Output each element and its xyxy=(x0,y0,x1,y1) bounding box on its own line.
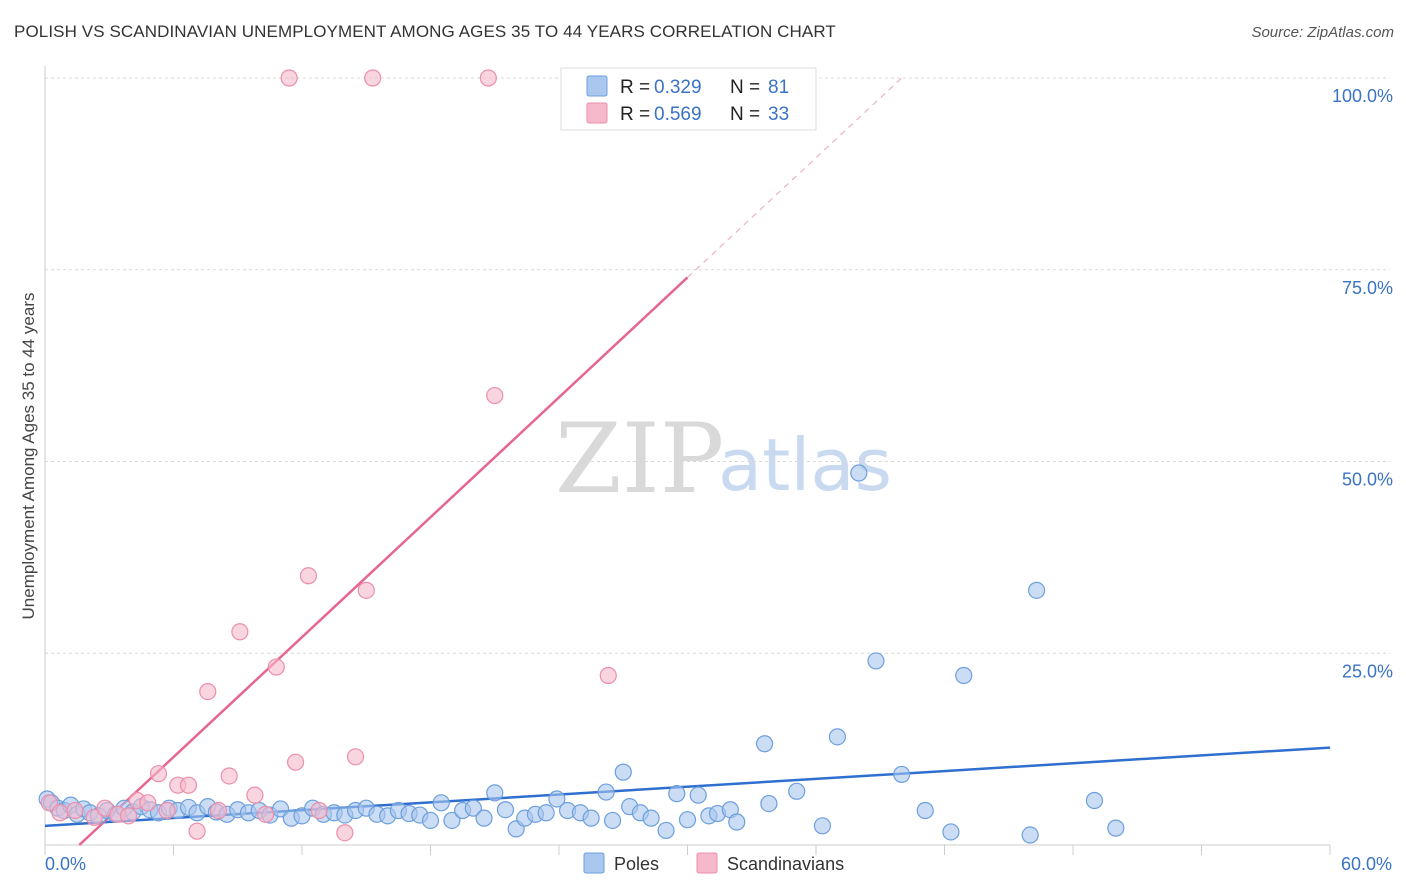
point-scandinavians xyxy=(119,807,138,825)
point-scandinavians xyxy=(220,767,238,785)
point-poles xyxy=(689,786,707,804)
point-poles xyxy=(955,666,973,685)
point-poles xyxy=(850,464,868,482)
point-scandinavians xyxy=(346,748,365,766)
point-poles xyxy=(582,809,600,827)
point-scandinavians xyxy=(179,776,198,794)
y-tick-label: 100.0% xyxy=(1332,86,1393,106)
point-scandinavians xyxy=(40,794,58,812)
point-scandinavians xyxy=(199,682,217,701)
point-poles xyxy=(614,763,632,781)
legend-n-label-scandinavians: N = xyxy=(730,104,760,125)
point-scandinavians xyxy=(139,794,157,812)
point-scandinavians xyxy=(336,824,354,842)
point-poles xyxy=(760,794,778,813)
bottom-legend-swatch-scandinavians xyxy=(696,852,718,874)
point-poles xyxy=(916,801,934,820)
trend-line-scandinavians xyxy=(78,276,689,846)
point-poles xyxy=(828,728,847,746)
legend-swatch-poles xyxy=(586,75,608,97)
legend-n-value-poles: 81 xyxy=(768,77,789,98)
legend-r-label-poles: R = xyxy=(620,77,650,98)
point-scandinavians xyxy=(231,623,249,641)
point-poles xyxy=(755,735,774,753)
point-poles xyxy=(432,794,450,812)
point-poles xyxy=(788,782,806,800)
bottom-legend-label-poles: Poles xyxy=(614,854,659,874)
point-poles xyxy=(668,785,686,803)
point-poles xyxy=(893,765,911,784)
point-poles xyxy=(678,811,697,829)
point-scandinavians xyxy=(364,69,382,87)
bottom-legend: Poles Scandinavians xyxy=(583,852,844,874)
point-poles xyxy=(496,801,515,819)
point-poles xyxy=(548,790,566,808)
point-poles xyxy=(475,809,493,827)
y-tick-label: 25.0% xyxy=(1342,661,1393,681)
point-poles xyxy=(1085,791,1104,810)
point-poles xyxy=(537,804,555,822)
x-tick-label-start: 0.0% xyxy=(45,854,86,874)
point-poles xyxy=(813,817,832,835)
point-poles xyxy=(421,811,440,830)
legend-n-value-scandinavians: 33 xyxy=(768,104,789,125)
y-tick-label: 75.0% xyxy=(1342,278,1393,298)
point-scandinavians xyxy=(209,801,228,820)
point-scandinavians xyxy=(310,801,328,820)
legend-r-value-scandinavians: 0.569 xyxy=(654,104,702,125)
point-poles xyxy=(728,813,746,831)
point-scandinavians xyxy=(158,801,176,820)
watermark-atlas: atlas xyxy=(718,423,892,507)
chart-title: POLISH VS SCANDINAVIAN UNEMPLOYMENT AMON… xyxy=(14,22,836,41)
bottom-legend-label-scandinavians: Scandinavians xyxy=(727,854,844,874)
point-scandinavians xyxy=(149,765,168,783)
point-poles xyxy=(657,821,675,840)
point-poles xyxy=(597,783,615,801)
tick-labels: 25.0% 50.0% 75.0% 100.0% 0.0% 60.0% xyxy=(45,86,1393,874)
legend-n-label-poles: N = xyxy=(730,77,760,98)
point-poles xyxy=(642,809,660,827)
point-scandinavians xyxy=(246,786,264,804)
point-scandinavians xyxy=(286,753,305,771)
legend: R = 0.329 N = 81 R = 0.569 N = 33 xyxy=(560,67,817,131)
point-scandinavians xyxy=(66,801,84,820)
point-scandinavians xyxy=(599,666,617,685)
point-poles xyxy=(867,652,885,670)
y-tick-label: 50.0% xyxy=(1342,470,1393,490)
point-poles xyxy=(1107,819,1125,837)
point-scandinavians xyxy=(280,69,298,87)
point-scandinavians xyxy=(188,822,206,840)
point-poles xyxy=(1027,581,1046,599)
legend-r-label-scandinavians: R = xyxy=(620,104,650,125)
point-poles xyxy=(942,823,960,841)
x-tick-label-end: 60.0% xyxy=(1341,854,1392,874)
point-poles xyxy=(443,811,461,830)
point-poles xyxy=(464,799,482,817)
point-scandinavians xyxy=(479,69,497,87)
legend-r-value-poles: 0.329 xyxy=(654,77,702,98)
y-axis-label: Unemployment Among Ages 35 to 44 years xyxy=(19,293,38,620)
data-points xyxy=(38,69,1125,844)
bottom-legend-swatch-poles xyxy=(583,852,605,874)
point-scandinavians xyxy=(357,581,375,599)
point-scandinavians xyxy=(51,804,69,822)
watermark-zip: ZIP xyxy=(555,403,724,515)
point-poles xyxy=(486,784,504,802)
point-poles xyxy=(1021,826,1039,844)
point-scandinavians xyxy=(299,567,318,585)
point-scandinavians xyxy=(256,805,275,823)
chart-source: Source: ZipAtlas.com xyxy=(1251,24,1394,41)
legend-swatch-scandinavians xyxy=(586,102,608,124)
point-poles xyxy=(603,811,622,830)
point-scandinavians xyxy=(486,386,504,405)
grid-lines xyxy=(45,77,1390,654)
axes xyxy=(44,66,1331,855)
point-scandinavians xyxy=(267,658,285,676)
trend-line-scandinavians-extension xyxy=(687,77,903,278)
